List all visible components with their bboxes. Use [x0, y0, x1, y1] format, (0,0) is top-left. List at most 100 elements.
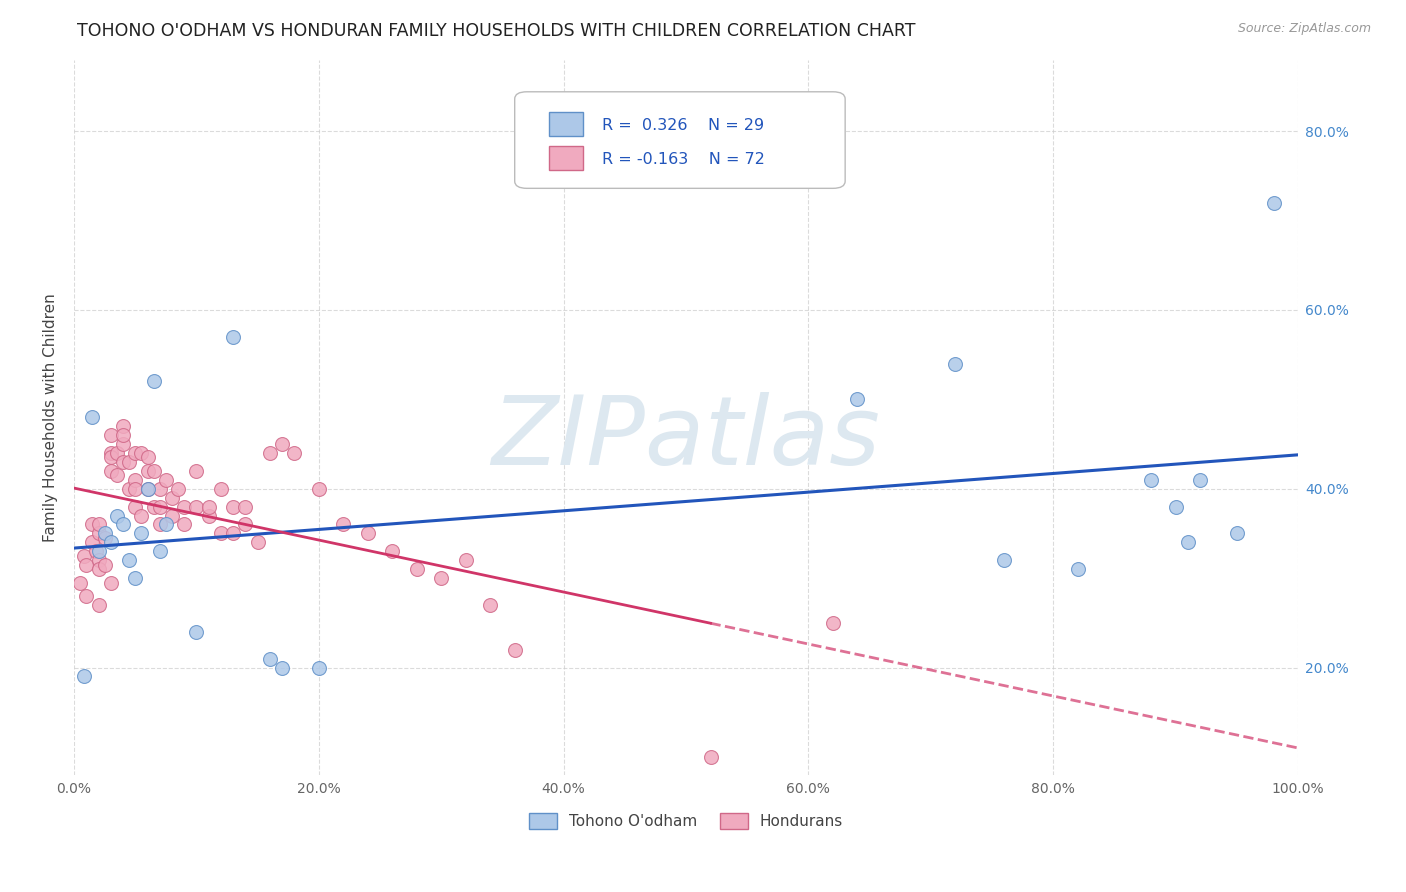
Point [124, 446, 146, 460]
Point [503, 642, 526, 657]
Point [186, 624, 208, 639]
Point [993, 553, 1015, 567]
Point [1140, 473, 1163, 487]
Point [118, 455, 141, 469]
Point [155, 517, 177, 532]
Point [112, 428, 135, 442]
Point [381, 544, 404, 558]
Point [124, 482, 146, 496]
Point [167, 482, 190, 496]
Point [149, 482, 172, 496]
Point [105, 446, 128, 460]
Point [105, 508, 128, 523]
Point [136, 482, 159, 496]
Point [357, 526, 380, 541]
Point [259, 651, 281, 665]
Text: R = -0.163    N = 72: R = -0.163 N = 72 [602, 153, 765, 167]
Point [197, 500, 219, 514]
Point [209, 526, 232, 541]
Point [136, 482, 159, 496]
Point [149, 517, 172, 532]
Point [118, 482, 141, 496]
Point [100, 428, 122, 442]
Point [271, 437, 294, 451]
Point [308, 482, 330, 496]
Point [308, 660, 330, 674]
Point [87, 526, 110, 541]
Point [112, 437, 135, 451]
Point [84, 544, 107, 558]
Point [105, 468, 128, 483]
Point [75, 558, 97, 572]
Point [100, 575, 122, 590]
Point [259, 446, 281, 460]
Point [186, 464, 208, 478]
Point [405, 562, 427, 576]
Point [235, 500, 257, 514]
Point [173, 500, 195, 514]
Legend: Tohono O'odham, Hondurans: Tohono O'odham, Hondurans [523, 807, 849, 835]
FancyBboxPatch shape [548, 112, 583, 136]
Point [131, 526, 153, 541]
Point [479, 598, 502, 612]
Point [271, 660, 294, 674]
Point [73, 549, 96, 563]
Point [142, 464, 165, 478]
Point [197, 508, 219, 523]
Point [173, 517, 195, 532]
Point [160, 508, 183, 523]
Point [124, 571, 146, 585]
Point [1226, 526, 1249, 541]
Point [87, 517, 110, 532]
FancyBboxPatch shape [515, 92, 845, 188]
Point [100, 450, 122, 465]
Point [87, 562, 110, 576]
Point [93, 526, 115, 541]
Point [100, 535, 122, 549]
Point [1177, 535, 1199, 549]
Point [124, 473, 146, 487]
Point [149, 500, 172, 514]
Point [222, 526, 245, 541]
Point [1066, 562, 1088, 576]
Point [118, 553, 141, 567]
Y-axis label: Family Households with Children: Family Households with Children [44, 293, 58, 541]
Text: R =  0.326    N = 29: R = 0.326 N = 29 [602, 118, 763, 133]
Point [112, 419, 135, 434]
Text: Source: ZipAtlas.com: Source: ZipAtlas.com [1237, 22, 1371, 36]
Point [846, 392, 869, 407]
Point [1189, 473, 1212, 487]
Point [430, 571, 453, 585]
Point [1263, 195, 1285, 210]
Point [283, 446, 305, 460]
Point [131, 446, 153, 460]
Point [160, 491, 183, 505]
Point [93, 558, 115, 572]
Text: TOHONO O'ODHAM VS HONDURAN FAMILY HOUSEHOLDS WITH CHILDREN CORRELATION CHART: TOHONO O'ODHAM VS HONDURAN FAMILY HOUSEH… [77, 22, 915, 40]
Point [136, 464, 159, 478]
Point [69, 575, 91, 590]
Point [142, 500, 165, 514]
Point [136, 450, 159, 465]
Point [112, 455, 135, 469]
Point [155, 473, 177, 487]
Point [186, 500, 208, 514]
Point [87, 598, 110, 612]
Point [235, 517, 257, 532]
Point [246, 535, 269, 549]
Point [821, 615, 844, 630]
Point [332, 517, 354, 532]
Point [75, 589, 97, 603]
Point [82, 517, 104, 532]
FancyBboxPatch shape [548, 146, 583, 170]
Point [222, 330, 245, 344]
Text: ZIPatlas: ZIPatlas [492, 392, 880, 485]
Point [82, 535, 104, 549]
Point [149, 544, 172, 558]
Point [73, 669, 96, 683]
Point [100, 446, 122, 460]
Point [454, 553, 477, 567]
Point [112, 517, 135, 532]
Point [699, 750, 721, 764]
Point [93, 531, 115, 545]
